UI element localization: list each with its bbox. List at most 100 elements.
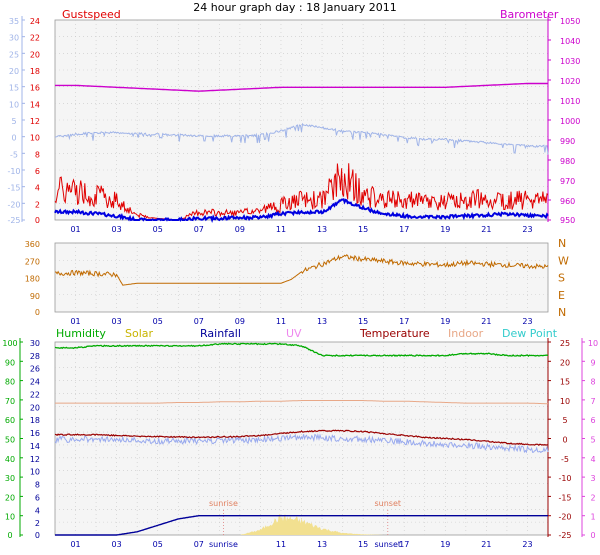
rainfall-axis-label: 24 <box>30 378 40 387</box>
x-tick-label: 07 <box>194 540 204 549</box>
barometer-axis-label: 1050 <box>560 17 580 26</box>
rainfall-axis-label: 30 <box>30 339 40 348</box>
windspeed-line <box>54 198 549 223</box>
temperature-axis-label: -25 <box>7 216 20 225</box>
temperature-axis-label: 0 <box>11 134 16 143</box>
rainfall-axis-label: 18 <box>30 416 40 425</box>
x-tick-label: 23 <box>522 317 532 326</box>
legend-indoor: Indoor <box>448 327 484 340</box>
temperature-axis-label: -20 <box>7 200 20 209</box>
x-tick-label: 15 <box>358 540 368 549</box>
sunset-label: sunset <box>375 499 402 508</box>
x-tick-label: 11 <box>276 317 286 326</box>
x-tick-label: 09 <box>235 225 245 234</box>
x-tick-label: sunset <box>375 540 402 549</box>
humidity-line <box>54 342 549 357</box>
x-tick-label: 17 <box>399 540 409 549</box>
wind-speed-axis-label: 18 <box>30 67 40 76</box>
uv-axis-label: 4 <box>590 455 595 464</box>
barometer-axis-label: 980 <box>560 157 575 166</box>
wind-speed-axis-label: 2 <box>35 200 40 209</box>
temperature-axis-label: 15 <box>9 84 19 93</box>
humidity-axis-label: 30 <box>5 474 15 483</box>
x-tick-label: 19 <box>440 317 450 326</box>
x-tick-label: 21 <box>481 317 491 326</box>
wind-speed-axis-label: 12 <box>30 117 40 126</box>
rainfall-axis-label: 22 <box>30 390 40 399</box>
humidity-axis-label: 40 <box>5 455 15 464</box>
x-tick-label: 07 <box>194 317 204 326</box>
uv-axis-label: 6 <box>590 416 595 425</box>
legend-solar: Solar <box>125 327 154 340</box>
x-tick-label: 23 <box>522 225 532 234</box>
humidity-axis-label: 90 <box>5 358 15 367</box>
chart-title: 24 hour graph day : 18 January 2011 <box>193 1 397 14</box>
barometer-axis-label: 1000 <box>560 117 580 126</box>
x-tick-label: 23 <box>522 540 532 549</box>
uv-axis-label: 5 <box>590 436 595 445</box>
humidity-axis-label: 0 <box>7 531 12 540</box>
temperature-line <box>54 122 549 155</box>
x-tick-label: 01 <box>70 225 80 234</box>
direction-axis-label: 0 <box>35 308 40 317</box>
rainfall-axis-label: 4 <box>35 506 40 515</box>
uv-axis-label: 7 <box>590 397 595 406</box>
uv-axis-label: 3 <box>590 474 595 483</box>
temperature-axis-label: -5 <box>10 150 18 159</box>
rainfall-axis-label: 6 <box>35 493 40 502</box>
temperature-axis-right-label: 10 <box>560 397 570 406</box>
x-tick-label: 05 <box>153 225 163 234</box>
temperature-axis-right-label: -15 <box>558 493 571 502</box>
wind-direction-line <box>55 254 549 286</box>
temperature-axis-right-label: 15 <box>560 378 570 387</box>
temperature-axis-label: 5 <box>11 117 16 126</box>
compass-label: N <box>558 306 566 319</box>
temperature-line <box>54 429 549 446</box>
x-tick-label: sunrise <box>209 540 238 549</box>
direction-axis-label: 180 <box>25 275 40 284</box>
x-tick-label: 01 <box>70 317 80 326</box>
wind-speed-axis-label: 4 <box>35 184 40 193</box>
temperature-axis-label: 25 <box>9 50 19 59</box>
x-tick-label: 13 <box>317 225 327 234</box>
x-tick-label: 15 <box>358 225 368 234</box>
compass-label: W <box>558 254 569 267</box>
x-tick-label: 05 <box>153 540 163 549</box>
humidity-axis-label: 80 <box>5 378 15 387</box>
rainfall-axis-label: 2 <box>35 519 40 528</box>
compass-label: N <box>558 237 566 250</box>
humidity-axis-label: 60 <box>5 416 15 425</box>
uv-axis-label: 8 <box>590 378 595 387</box>
direction-axis-label: 90 <box>30 292 40 301</box>
barometer-axis-label: 970 <box>560 177 575 186</box>
gustspeed-line <box>54 163 549 221</box>
temperature-axis-right-label: -5 <box>561 455 569 464</box>
x-tick-label: 13 <box>317 540 327 549</box>
x-tick-label: 21 <box>481 225 491 234</box>
wind-speed-axis-label: 14 <box>30 100 40 109</box>
barometer-axis-label: 1030 <box>560 57 580 66</box>
x-tick-label: 11 <box>276 540 286 549</box>
temperature-axis-right-label: 20 <box>560 358 570 367</box>
solar-area <box>55 513 548 535</box>
temperature-axis-right-label: 25 <box>560 339 570 348</box>
temperature-axis-label: -10 <box>7 167 20 176</box>
barometer-axis-label: 1010 <box>560 97 580 106</box>
rainfall-axis-label: 16 <box>30 429 40 438</box>
rainfall-axis-label: 10 <box>30 468 40 477</box>
temperature-axis-right-label: -25 <box>558 531 571 540</box>
legend-barometer: Barometer <box>500 8 559 21</box>
legend-uv: UV <box>286 327 302 340</box>
sunrise-label: sunrise <box>209 499 238 508</box>
indoor-line <box>55 400 549 405</box>
direction-axis-label: 270 <box>25 257 40 266</box>
barometer-axis-label: 1020 <box>560 77 580 86</box>
x-tick-label: 13 <box>317 317 327 326</box>
temperature-axis-right-label: -20 <box>558 513 571 522</box>
x-tick-label: 17 <box>399 225 409 234</box>
legend-dew-point: Dew Point <box>502 327 558 340</box>
humidity-axis-label: 50 <box>5 436 15 445</box>
wind-speed-axis-label: 6 <box>35 167 40 176</box>
temperature-axis-right-label: -10 <box>558 474 571 483</box>
legend-rainfall: Rainfall <box>200 327 241 340</box>
